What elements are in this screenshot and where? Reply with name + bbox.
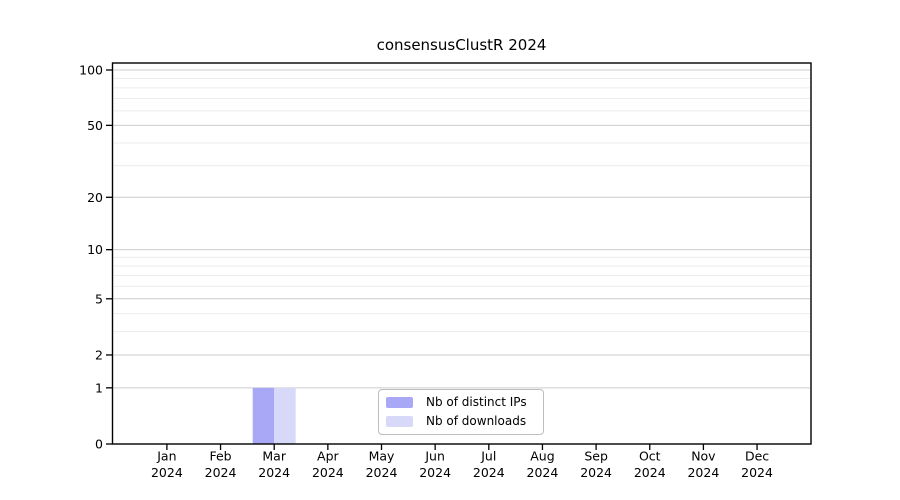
x-tick-label-year: 2024 (687, 465, 719, 480)
x-tick-label-year: 2024 (312, 465, 344, 480)
legend-label: Nb of distinct IPs (426, 395, 527, 409)
chart-title: consensusClustR 2024 (376, 36, 547, 54)
y-tick-label: 5 (95, 291, 103, 306)
x-tick-label-month: Aug (530, 449, 554, 464)
x-tick-label-month: Dec (745, 449, 769, 464)
plot-border (111, 62, 812, 445)
y-tick-label: 20 (87, 190, 103, 205)
legend-label: Nb of downloads (426, 414, 527, 428)
legend-swatch-icon (386, 416, 413, 427)
x-tick-label-year: 2024 (419, 465, 451, 480)
legend-item: Nb of downloads (386, 414, 543, 429)
x-tick-label-month: Apr (317, 449, 339, 464)
x-tick-label-year: 2024 (151, 465, 183, 480)
x-tick-label-month: Jun (424, 449, 445, 464)
x-tick-label-year: 2024 (473, 465, 505, 480)
x-tick-label-year: 2024 (258, 465, 290, 480)
legend-swatch-icon (386, 397, 413, 408)
y-tick-label: 2 (95, 347, 103, 362)
y-tick-label: 0 (95, 437, 103, 452)
y-tick-label: 100 (79, 63, 103, 78)
x-tick-label-month: Mar (262, 449, 286, 464)
x-tick-label-month: May (369, 449, 395, 464)
x-tick-label-month: Jan (156, 449, 176, 464)
y-tick-label: 1 (95, 380, 103, 395)
x-tick-label-month: Nov (691, 449, 716, 464)
x-tick-label-year: 2024 (366, 465, 398, 480)
x-tick-label-month: Sep (584, 449, 608, 464)
x-tick-label-year: 2024 (634, 465, 666, 480)
x-tick-label-month: Feb (209, 449, 231, 464)
bar-downloads (274, 387, 296, 444)
bar-distinct-ips (252, 387, 275, 444)
x-tick-label-year: 2024 (580, 465, 612, 480)
y-tick-label: 50 (87, 118, 103, 133)
x-tick-label-year: 2024 (741, 465, 773, 480)
y-tick-label: 10 (87, 242, 103, 257)
x-tick-label-year: 2024 (527, 465, 559, 480)
x-tick-label-month: Jul (480, 449, 496, 464)
x-tick-label-month: Oct (639, 449, 661, 464)
x-tick-label-year: 2024 (205, 465, 237, 480)
legend: Nb of distinct IPs Nb of downloads (378, 389, 544, 435)
legend-item: Nb of distinct IPs (386, 395, 543, 410)
